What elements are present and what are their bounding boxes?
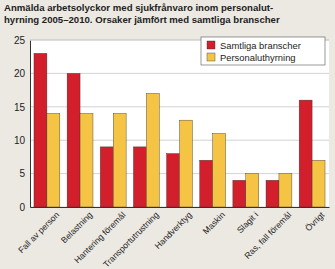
y-tick: 15	[14, 102, 30, 113]
title-line: Anmälda arbetsolyckor med sjukfrånvaro i…	[4, 2, 273, 13]
x-tick: Fall av person	[16, 207, 61, 255]
x-tick: Maskin	[201, 207, 227, 236]
legend-item: Samtliga branscher	[207, 40, 301, 51]
x-tick: Slagit i	[235, 207, 260, 235]
legend-label: Personaluthyrning	[220, 52, 296, 63]
x-tick-label: Övrigt	[303, 209, 327, 233]
y-tick-label: 5	[19, 168, 25, 179]
x-tick: Belastning	[59, 207, 95, 245]
x-tick-label: Fall av person	[16, 210, 61, 255]
bar	[266, 180, 279, 207]
legend-swatch	[207, 53, 215, 61]
x-tick: Handverktyg	[153, 207, 194, 251]
bar	[200, 160, 213, 207]
bar	[279, 174, 292, 207]
title-line: hyrning 2005–2010. Orsaker jämfört med s…	[4, 14, 280, 25]
x-tick-label: Maskin	[201, 210, 227, 236]
x-tick: Transportutrustning	[101, 207, 161, 269]
bar	[299, 100, 312, 207]
x-tick: Övrigt	[303, 207, 327, 233]
bar	[47, 113, 60, 207]
y-axis-line	[30, 41, 31, 208]
title: Anmälda arbetsolyckor med sjukfrånvaro i…	[4, 2, 280, 25]
bar	[312, 160, 325, 207]
y-axis: 0 5 10 15 20 25	[14, 35, 31, 213]
x-axis: Fall av personBelastningHantering föremå…	[16, 207, 329, 269]
y-tick-label: 15	[14, 102, 26, 113]
y-tick-label: 0	[19, 202, 25, 213]
y-tick: 5	[19, 168, 30, 179]
bar	[67, 73, 80, 207]
y-tick-label: 10	[14, 135, 26, 146]
bar	[113, 113, 126, 207]
legend-label: Samtliga branscher	[220, 40, 301, 51]
bar	[80, 113, 93, 207]
x-tick-label: Handverktyg	[153, 210, 194, 251]
legend-box	[201, 37, 325, 65]
bars	[34, 53, 325, 207]
bar	[213, 134, 226, 207]
bar	[167, 154, 180, 207]
bar	[133, 147, 146, 207]
bar	[246, 174, 259, 207]
bar	[34, 53, 47, 207]
chart: Anmälda arbetsolyckor med sjukfrånvaro i…	[0, 0, 335, 269]
x-tick-label: Transportutrustning	[101, 210, 161, 269]
y-tick: 10	[14, 135, 30, 146]
y-tick-label: 20	[14, 68, 26, 79]
legend: Samtliga branscherPersonaluthyrning	[201, 37, 325, 65]
y-tick: 20	[14, 68, 30, 79]
bar	[180, 120, 193, 207]
x-tick: Ras, fall föremål	[242, 207, 293, 261]
bar	[146, 93, 159, 207]
x-axis-line	[31, 207, 330, 208]
legend-item: Personaluthyrning	[207, 52, 296, 63]
x-tick-label: Ras, fall föremål	[242, 210, 293, 261]
legend-swatch	[207, 41, 215, 49]
x-tick-label: Slagit i	[235, 210, 260, 235]
bar	[233, 180, 246, 207]
bar	[100, 147, 113, 207]
plot: 0 5 10 15 20 25 Fall av personBelastningHanter…	[14, 35, 330, 269]
y-tick-label: 25	[14, 35, 26, 46]
y-tick: 25	[14, 35, 30, 46]
y-tick: 0	[19, 202, 30, 213]
